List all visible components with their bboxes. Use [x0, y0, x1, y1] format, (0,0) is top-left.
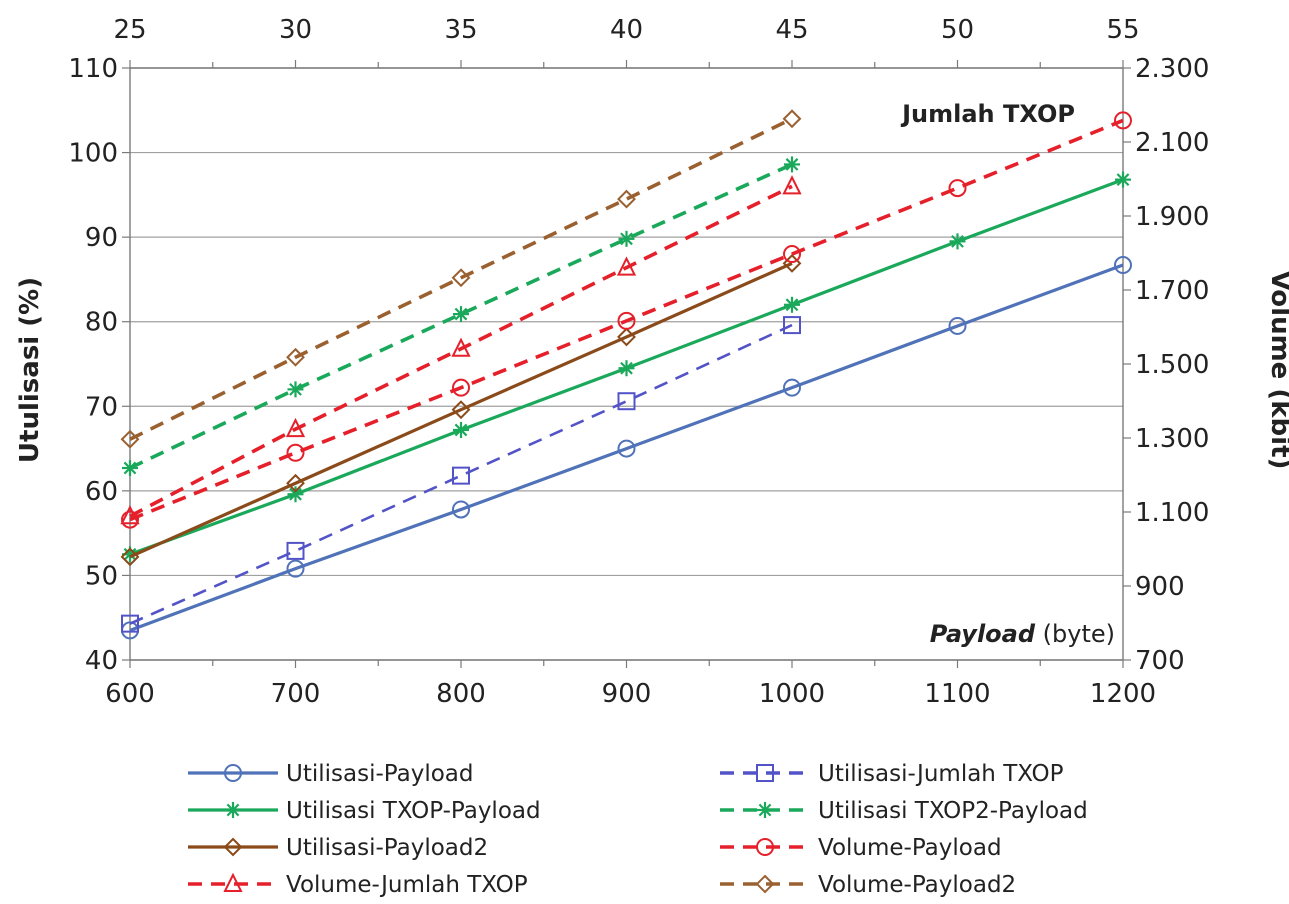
legend-label: Utilisasi TXOP-Payload: [286, 798, 541, 824]
legend-label: Volume-Payload: [818, 835, 1002, 861]
y-tick-label: 50: [85, 561, 118, 591]
legend-item: Volume-Jumlah TXOP: [188, 872, 528, 898]
legend-item: Utilisasi-Payload2: [188, 835, 488, 861]
y2-tick-label: 900: [1135, 572, 1185, 602]
y2-tick-label: 1.700: [1135, 276, 1209, 306]
data-point: [288, 543, 304, 559]
legend-item: Utilisasi TXOP2-Payload: [720, 798, 1088, 824]
legend: Utilisasi-Payload Utilisasi-Jumlah TXOP Ut…: [188, 761, 1088, 898]
y-tick-label: 110: [68, 54, 118, 84]
x2-axis-annotation: Jumlah TXOP: [900, 100, 1075, 128]
series-line: [130, 119, 792, 440]
x2-tick-label: 40: [610, 15, 643, 45]
series-1: [122, 317, 800, 632]
series-0: [122, 257, 1131, 638]
x-tick-label: 600: [105, 679, 155, 709]
data-point: [122, 460, 138, 476]
data-point: [619, 360, 635, 376]
y2-tick-label: 2.300: [1135, 54, 1209, 84]
data-point: [288, 486, 304, 502]
data-point: [288, 445, 304, 461]
series-2: [122, 172, 1131, 563]
x-tick-label: 1100: [924, 679, 990, 709]
y-tick-label: 70: [85, 392, 118, 422]
x-tick-label: 900: [602, 679, 652, 709]
legend-label: Utilisasi-Payload: [286, 761, 473, 787]
x2-tick-label: 35: [444, 15, 477, 45]
data-point: [784, 156, 800, 172]
legend-item: Volume-Payload: [720, 835, 1002, 861]
data-point: [453, 306, 469, 322]
series-line: [130, 325, 792, 624]
x-axis-annotation-unit: (byte): [1035, 620, 1115, 648]
y-tick-label: 60: [85, 477, 118, 507]
y-tick-label: 100: [68, 139, 118, 169]
x2-tick-label: 50: [941, 15, 974, 45]
series-5: [122, 112, 1131, 527]
x-tick-label: 1000: [759, 679, 825, 709]
legend-item: Utilisasi-Payload: [188, 761, 473, 787]
y2-axis-title: Volume (kbit): [1265, 271, 1289, 470]
legend-item: Volume-Payload2: [720, 872, 1016, 898]
x-axis-annotation-italic: Payload: [930, 620, 1036, 648]
y2-tick-label: 1.300: [1135, 424, 1209, 454]
x2-tick-label: 55: [1106, 15, 1139, 45]
legend-item: Utilisasi TXOP-Payload: [188, 798, 541, 824]
data-point: [757, 802, 773, 818]
y2-tick-label: 1.900: [1135, 202, 1209, 232]
series-6: [122, 177, 800, 523]
legend-label: Volume-Payload2: [818, 872, 1016, 898]
y2-tick-label: 1.100: [1135, 498, 1209, 528]
x-tick-label: 800: [436, 679, 486, 709]
series-layer: [122, 111, 1131, 639]
x-tick-label: 700: [271, 679, 321, 709]
data-point: [225, 802, 241, 818]
legend-label: Volume-Jumlah TXOP: [286, 872, 528, 898]
y-axis-title: Utulisasi (%): [15, 277, 45, 463]
data-point: [453, 422, 469, 438]
legend-item: Utilisasi-Jumlah TXOP: [720, 761, 1064, 787]
y2-tick-label: 700: [1135, 646, 1185, 676]
y2-tick-label: 1.500: [1135, 350, 1209, 380]
data-point: [1115, 172, 1131, 188]
x-tick-label: 1200: [1090, 679, 1156, 709]
y2-tick-label: 2.100: [1135, 128, 1209, 158]
data-point: [950, 233, 966, 249]
data-point: [453, 468, 469, 484]
legend-label: Utilisasi-Jumlah TXOP: [818, 761, 1064, 787]
y-tick-label: 90: [85, 223, 118, 253]
data-point: [950, 180, 966, 196]
data-point: [784, 177, 800, 193]
y-tick-label: 80: [85, 308, 118, 338]
x2-tick-label: 30: [279, 15, 312, 45]
data-point: [784, 297, 800, 313]
legend-label: Utilisasi TXOP2-Payload: [818, 798, 1088, 824]
y-tick-label: 40: [85, 646, 118, 676]
x2-tick-label: 45: [775, 15, 808, 45]
x-axis-annotation: Payload (byte): [930, 620, 1115, 648]
data-point: [288, 381, 304, 397]
data-point: [619, 231, 635, 247]
legend-label: Utilisasi-Payload2: [286, 835, 488, 861]
x2-tick-label: 25: [113, 15, 146, 45]
series-7: [122, 111, 800, 448]
data-point: [619, 191, 635, 207]
data-point: [784, 111, 800, 127]
